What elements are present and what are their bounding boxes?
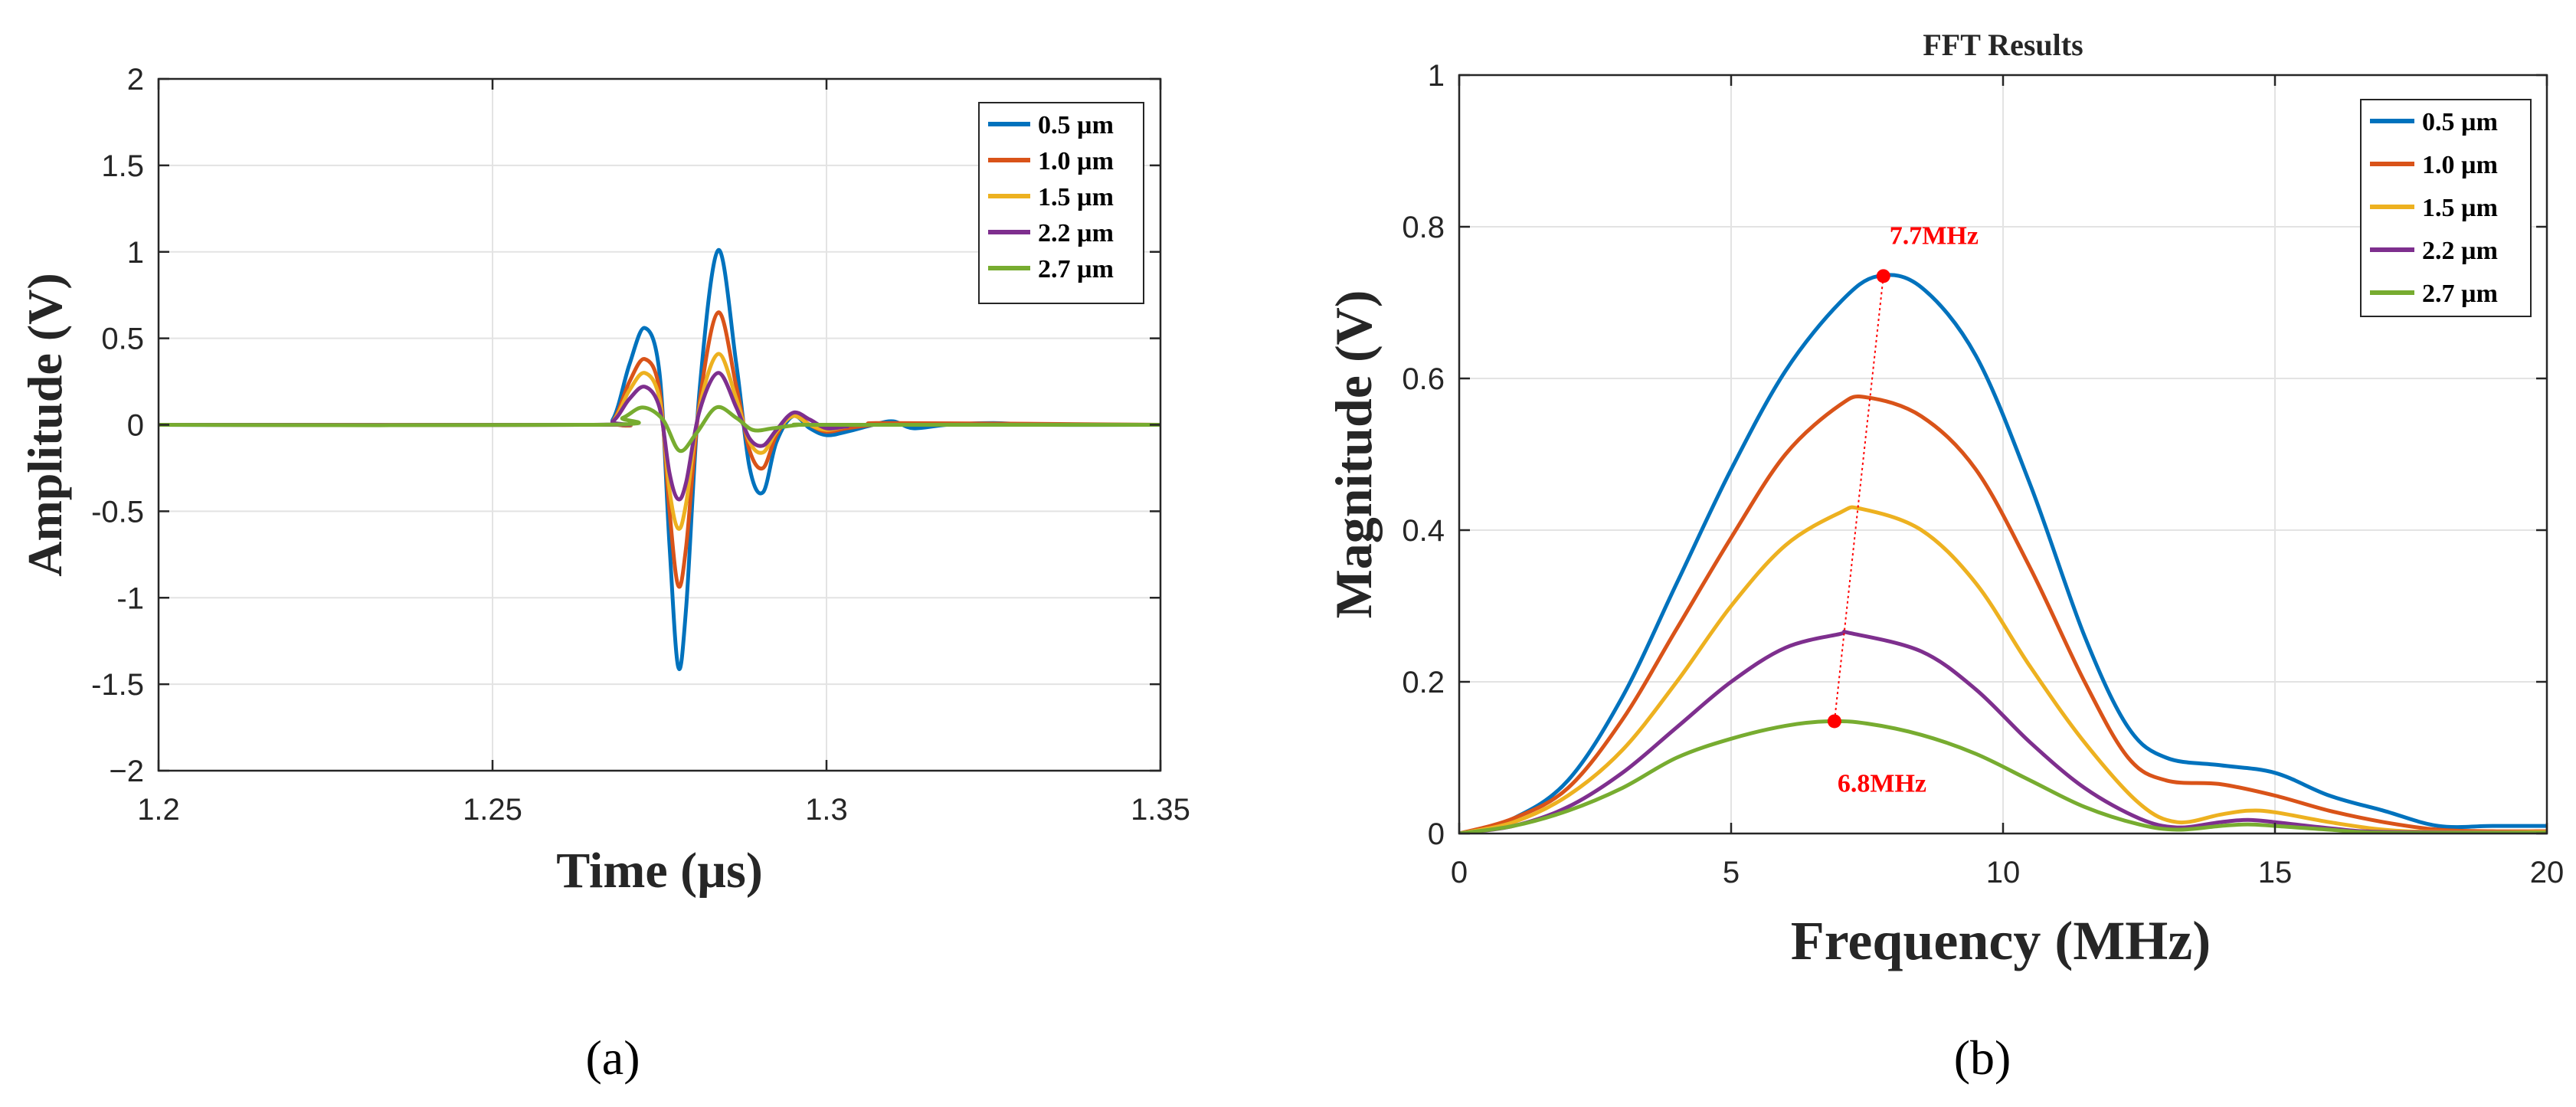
legend-item: 1.5 µm xyxy=(988,183,1114,211)
y-tick-label: 2 xyxy=(127,63,144,97)
series-group xyxy=(1459,273,2547,834)
legend-item: 2.2 µm xyxy=(988,219,1114,247)
panel-caption: (b) xyxy=(1954,1030,2011,1085)
y-tick-label: 0.5 xyxy=(101,323,144,356)
legend: 0.5 µm 1.0 µm 1.5 µm 2.2 µm 2.7 µm xyxy=(978,102,1144,304)
peak-marker xyxy=(1827,714,1841,729)
x-tick-label: 10 xyxy=(1986,856,2021,889)
legend-label: 1.0 µm xyxy=(2422,151,2498,179)
y-tick-label: -1.5 xyxy=(91,668,144,702)
y-tick-label: 0.6 xyxy=(1402,362,1445,396)
y-tick-label: 0.4 xyxy=(1402,514,1445,548)
y-tick-label: 0.2 xyxy=(1402,666,1445,699)
legend-label: 2.2 µm xyxy=(1038,219,1114,247)
series-line-1-0mum xyxy=(1459,395,2547,834)
x-tick-label: 5 xyxy=(1723,856,1740,889)
x-tick-label: 15 xyxy=(2258,856,2293,889)
legend-label: 2.7 µm xyxy=(2422,280,2498,308)
x-tick-label: 1.35 xyxy=(1131,793,1190,827)
panel-b: 0 5 10 15 20 0 0.2 0.4 0.6 0.8 1 Frequency (MHz) Mag… xyxy=(1324,28,2564,1085)
panel-caption: (a) xyxy=(585,1030,640,1085)
y-tick-label: 1 xyxy=(1428,59,1445,93)
legend-label: 1.5 µm xyxy=(2422,194,2498,222)
panel-a: 1.2 1.25 1.3 1.35 −2 -1.5 -1 -0.5 0 0.5 1 1.5 2 Time … xyxy=(18,63,1190,1085)
chart-title: FFT Results xyxy=(1923,28,2083,62)
peak-label: 7.7MHz xyxy=(1890,221,1979,250)
legend-label: 1.0 µm xyxy=(1038,147,1114,175)
x-tick-label: 1.25 xyxy=(463,793,522,827)
x-tick-label: 1.2 xyxy=(137,793,180,827)
legend-label: 0.5 µm xyxy=(1038,111,1114,139)
legend-item: 1.0 µm xyxy=(988,147,1114,175)
y-tick-label: −2 xyxy=(109,755,144,788)
legend-label: 2.7 µm xyxy=(1038,255,1114,283)
x-tick-label: 0 xyxy=(1451,856,1468,889)
y-tick-label: -1 xyxy=(116,581,144,615)
legend-item: 0.5 µm xyxy=(988,111,1114,139)
legend-item: 2.2 µm xyxy=(2370,237,2498,265)
series-line-2-7mum xyxy=(159,404,1160,454)
legend-label: 0.5 µm xyxy=(2422,108,2498,136)
x-axis-title: Time (µs) xyxy=(556,843,763,899)
legend-item: 2.7 µm xyxy=(2370,280,2498,308)
x-tick-label: 20 xyxy=(2530,856,2565,889)
y-tick-label: 0 xyxy=(127,409,144,443)
y-tick-label: 0.8 xyxy=(1402,211,1445,244)
series-group xyxy=(159,247,1160,671)
legend-item: 2.7 µm xyxy=(988,255,1114,283)
legend-item: 1.0 µm xyxy=(2370,151,2498,179)
x-tick-label: 1.3 xyxy=(805,793,848,827)
legend-item: 1.5 µm xyxy=(2370,194,2498,222)
y-tick-label: -0.5 xyxy=(91,495,144,529)
legend-label: 1.5 µm xyxy=(1038,183,1114,211)
legend-label: 2.2 µm xyxy=(2422,237,2498,265)
y-tick-label: 1.5 xyxy=(101,149,144,183)
series-line-1-5mum xyxy=(1459,505,2547,834)
y-tick-label: 0 xyxy=(1428,817,1445,851)
x-axis-title: Frequency (MHz) xyxy=(1791,910,2211,971)
legend-item: 0.5 µm xyxy=(2370,108,2498,136)
series-line-2-2mum xyxy=(1459,629,2547,834)
y-axis-title: Amplitude (V) xyxy=(18,273,72,576)
peak-marker xyxy=(1876,269,1890,283)
y-axis-title: Magnitude (V) xyxy=(1324,290,1383,619)
peak-label: 6.8MHz xyxy=(1838,769,1926,797)
y-tick-label: 1 xyxy=(127,236,144,270)
series-line-2-2mum xyxy=(159,371,1160,502)
series-line-2-7mum xyxy=(1459,719,2547,834)
series-line-0-5mum xyxy=(1459,273,2547,834)
legend: 0.5 µm 1.0 µm 1.5 µm 2.2 µm 2.7 µm xyxy=(2360,99,2532,317)
